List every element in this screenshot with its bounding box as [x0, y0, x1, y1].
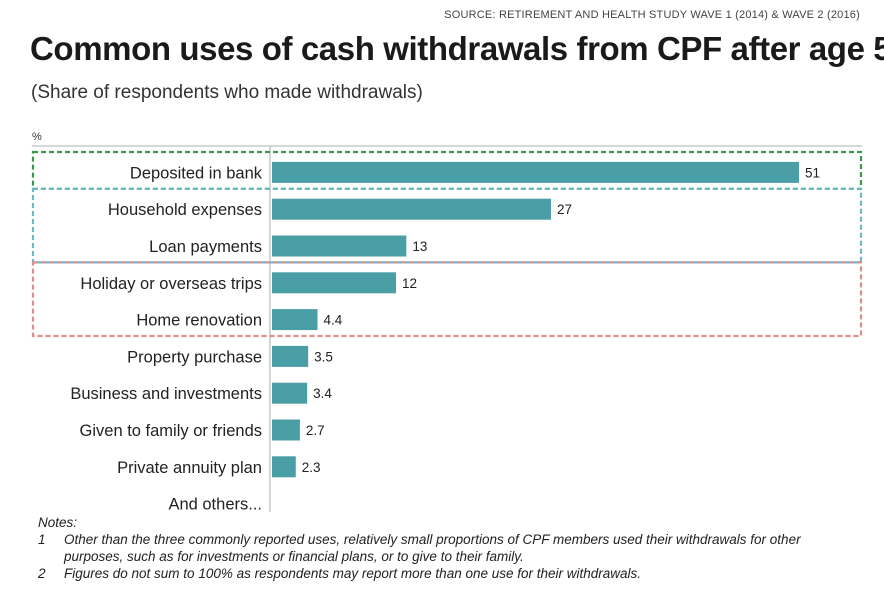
data-label: 2.3 — [302, 460, 321, 475]
unit-label: % — [32, 131, 42, 143]
bar-chart: % Deposited in bank 51 Household expenses 2… — [31, 131, 863, 512]
data-label: 27 — [557, 202, 572, 217]
category-label: Private annuity plan — [117, 459, 262, 477]
data-label: 12 — [402, 276, 417, 291]
highlight-group-2 — [31, 187, 863, 264]
category-label: Loan payments — [149, 238, 262, 256]
bar — [272, 161, 799, 183]
bar — [272, 198, 551, 220]
category-label: Business and investments — [70, 385, 262, 403]
category-label: Household expenses — [108, 201, 262, 219]
category-label: Property purchase — [127, 348, 262, 366]
bar — [272, 345, 309, 367]
note-number: 1 — [38, 532, 46, 547]
source-note: SOURCE: RETIREMENT AND HEALTH STUDY WAVE… — [444, 9, 860, 21]
bar — [272, 309, 318, 331]
category-label: And others... — [168, 496, 262, 512]
data-label: 3.4 — [313, 386, 332, 401]
category-label: Holiday or overseas trips — [80, 275, 262, 293]
category-label: Home renovation — [136, 312, 262, 330]
note-2: 2 Figures do not sum to 100% as responde… — [38, 565, 858, 582]
note-number: 2 — [38, 566, 46, 581]
bar — [272, 419, 300, 441]
category-label: Deposited in bank — [130, 164, 263, 182]
highlight-group-3 — [31, 261, 863, 338]
bar — [272, 235, 407, 257]
data-label: 4.4 — [323, 313, 342, 328]
category-label: Given to family or friends — [80, 422, 262, 440]
bar — [272, 272, 396, 294]
data-label: 13 — [412, 239, 427, 254]
data-label: 51 — [805, 165, 820, 180]
note-text: Figures do not sum to 100% as respondent… — [64, 566, 642, 581]
note-1: 1 Other than the three commonly reported… — [38, 531, 858, 565]
note-text: Other than the three commonly reported u… — [64, 532, 801, 564]
data-label: 3.5 — [314, 349, 333, 364]
data-label: 2.7 — [306, 423, 325, 438]
bar — [272, 456, 296, 478]
notes-heading: Notes: — [38, 515, 78, 530]
chart-subtitle: (Share of respondents who made withdrawa… — [31, 82, 423, 103]
chart-title: Common uses of cash withdrawals from CPF… — [30, 30, 884, 67]
notes: Notes: 1 Other than the three commonly r… — [38, 514, 858, 582]
bar — [272, 382, 308, 404]
